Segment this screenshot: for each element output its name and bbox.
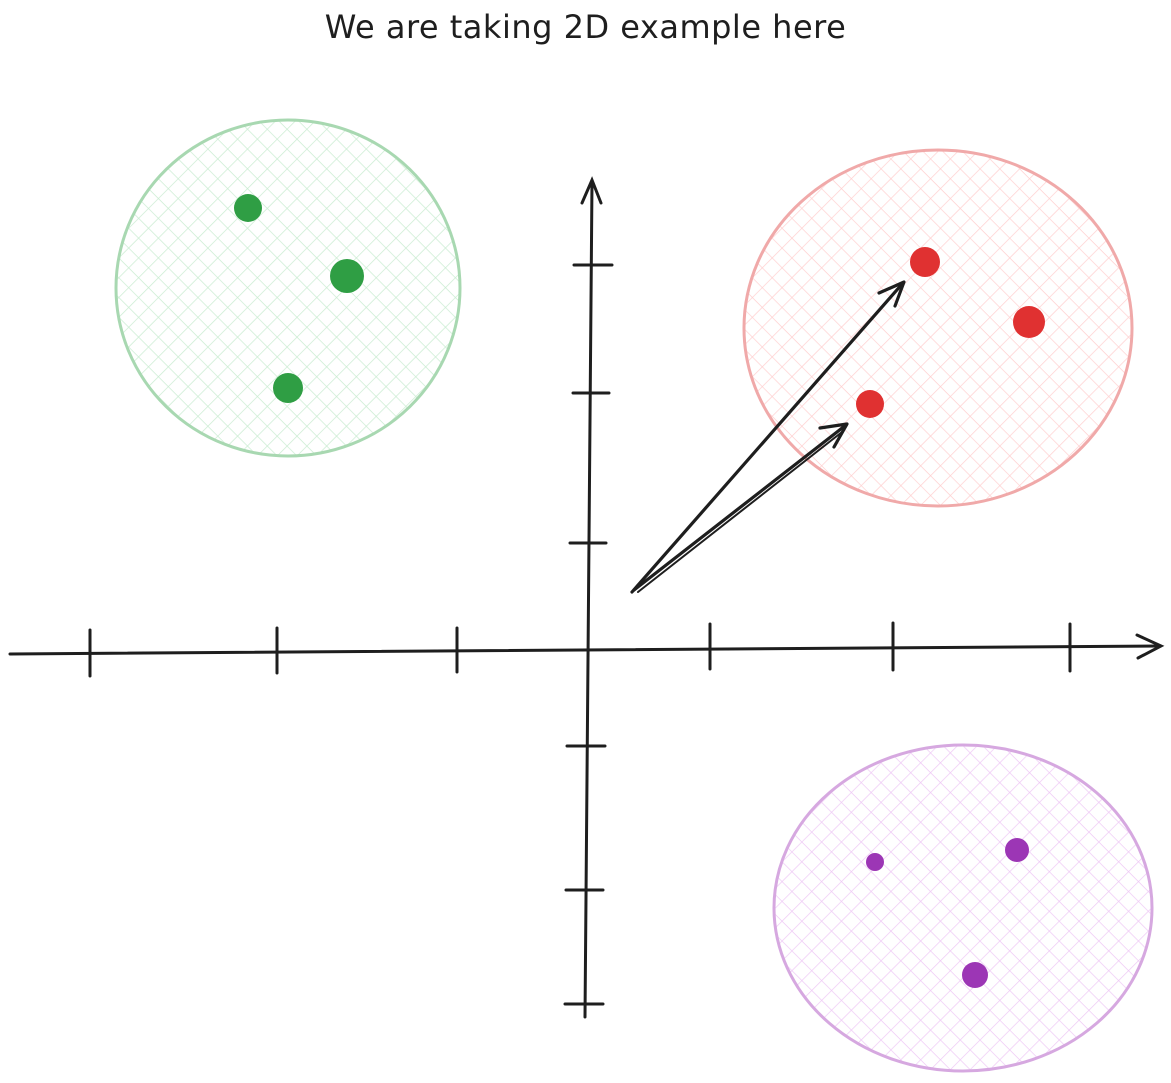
x-axis-arrowhead — [1135, 633, 1165, 660]
cluster-red-region — [742, 148, 1134, 508]
cluster-purple — [772, 743, 1154, 1073]
cluster-red-point — [856, 390, 884, 418]
cluster-green-point — [234, 194, 262, 222]
cluster-red-point — [910, 247, 940, 277]
vectors — [630, 280, 906, 594]
cluster-red-point — [1013, 306, 1045, 338]
cluster-red — [742, 148, 1134, 508]
y-axis — [583, 180, 594, 1019]
cluster-purple-region — [772, 743, 1154, 1073]
cluster-green-region — [114, 118, 462, 458]
y-axis-arrowhead — [580, 176, 603, 205]
vector-short-double — [637, 431, 843, 593]
axes — [8, 176, 1165, 1019]
vector-long — [630, 281, 905, 594]
cluster-green-point — [330, 259, 364, 293]
diagram-title: We are taking 2D example here — [324, 8, 847, 46]
vector-short — [632, 423, 848, 592]
cluster-green — [114, 118, 462, 458]
vector-short-arrowhead — [818, 422, 849, 449]
x-axis — [8, 644, 1162, 656]
vector-long-arrowhead — [877, 280, 906, 308]
cluster-purple-point — [866, 853, 884, 871]
cluster-purple-point — [962, 962, 988, 988]
cluster-purple-point — [1005, 838, 1029, 862]
cluster-green-point — [273, 373, 303, 403]
